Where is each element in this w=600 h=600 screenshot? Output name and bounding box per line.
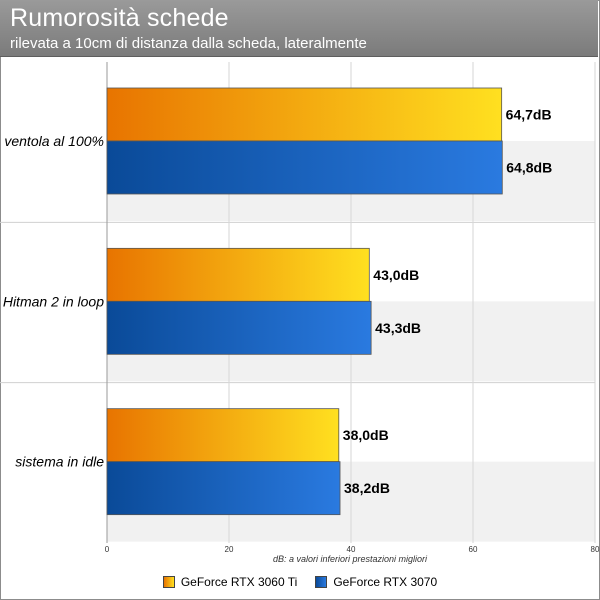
legend-swatch-orange [162, 576, 175, 588]
x-tick-label: 40 [347, 545, 356, 554]
bars [106, 87, 503, 516]
data-label: 38,2dB [344, 480, 390, 496]
data-label: 38,0dB [343, 427, 389, 443]
bar-rtx-3060-ti [106, 247, 370, 302]
bar-chart: 64,7dB 64,8dB 43,0dB 43,3dB 38,0dB 38,2dB ven… [0, 62, 600, 564]
category-label: Hitman 2 in loop [3, 293, 104, 309]
x-tick-label: 80 [591, 545, 600, 554]
legend-item-series-2: GeForce RTX 3070 [315, 575, 437, 589]
x-axis-title: dB: a valori inferiori prestazioni migli… [273, 554, 428, 564]
legend-label-series-2: GeForce RTX 3070 [333, 575, 438, 589]
bar-rtx-3060-ti [106, 87, 503, 142]
x-tick-label: 0 [105, 545, 110, 554]
data-label: 64,7dB [506, 107, 552, 123]
category-label: sistema in idle [15, 454, 104, 470]
bar-rtx-3070 [106, 300, 372, 355]
legend-item-series-1: GeForce RTX 3060 Ti [162, 575, 298, 589]
value-labels: 64,7dB 64,8dB 43,0dB 43,3dB 38,0dB 38,2dB [343, 107, 552, 497]
bar-rtx-3070 [106, 461, 341, 516]
data-label: 64,8dB [506, 160, 552, 176]
data-label: 43,0dB [373, 267, 419, 283]
legend: GeForce RTX 3060 Ti GeForce RTX 3070 [0, 575, 600, 589]
category-labels: ventola al 100% Hitman 2 in loop sistema i… [3, 133, 104, 470]
x-tick-label: 20 [225, 545, 234, 554]
x-axis-ticks: 0 20 40 60 80 [105, 545, 600, 554]
bar-rtx-3060-ti [106, 408, 340, 463]
legend-swatch-blue [315, 576, 328, 588]
bar-rtx-3070 [106, 140, 503, 195]
chart-title: Rumorosità schede [10, 4, 229, 32]
chart-header: Rumorosità schede rilevata a 10cm di dis… [0, 0, 598, 57]
category-label: ventola al 100% [4, 133, 104, 149]
data-label: 43,3dB [375, 320, 421, 336]
legend-label-series-1: GeForce RTX 3060 Ti [180, 575, 298, 589]
chart-subtitle: rilevata a 10cm di distanza dalla scheda… [10, 35, 367, 52]
x-tick-label: 60 [469, 545, 478, 554]
